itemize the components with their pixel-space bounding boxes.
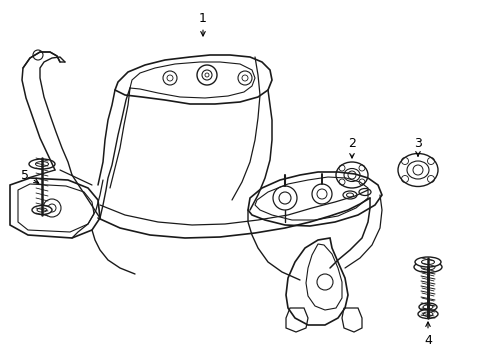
Text: 3: 3 <box>413 136 421 156</box>
Ellipse shape <box>32 206 52 215</box>
Ellipse shape <box>413 261 441 273</box>
Ellipse shape <box>29 159 55 169</box>
Text: 1: 1 <box>199 12 206 36</box>
Ellipse shape <box>417 310 437 319</box>
Text: 4: 4 <box>423 322 431 346</box>
Text: 5: 5 <box>21 168 39 183</box>
Ellipse shape <box>418 303 436 311</box>
Ellipse shape <box>414 257 440 267</box>
Text: 2: 2 <box>347 136 355 158</box>
